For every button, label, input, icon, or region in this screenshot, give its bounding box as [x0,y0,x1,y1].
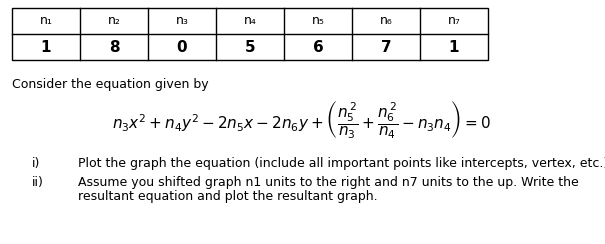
Text: 6: 6 [313,40,324,54]
Text: Plot the graph the equation (include all important points like intercepts, verte: Plot the graph the equation (include all… [78,157,605,170]
Text: 7: 7 [381,40,391,54]
Text: n₂: n₂ [108,14,120,28]
Text: n₆: n₆ [379,14,393,28]
Text: Consider the equation given by: Consider the equation given by [12,78,209,91]
Text: n₁: n₁ [39,14,53,28]
Text: n₇: n₇ [448,14,460,28]
Text: n₃: n₃ [175,14,188,28]
Text: n₅: n₅ [312,14,324,28]
Text: 1: 1 [449,40,459,54]
Text: $n_3x^2 + n_4y^2 - 2n_5x - 2n_6y + \left(\dfrac{n_5^{\,2}}{n_3} + \dfrac{n_6^{\,: $n_3x^2 + n_4y^2 - 2n_5x - 2n_6y + \left… [113,100,492,141]
Text: 0: 0 [177,40,188,54]
Text: n₄: n₄ [244,14,257,28]
Text: ii): ii) [32,176,44,189]
Text: Assume you shifted graph n1 units to the right and n7 units to the up. Write the: Assume you shifted graph n1 units to the… [78,176,579,189]
Text: i): i) [32,157,41,170]
Text: 5: 5 [244,40,255,54]
Text: resultant equation and plot the resultant graph.: resultant equation and plot the resultan… [78,190,378,203]
Bar [12,8,488,60]
Text: 8: 8 [109,40,119,54]
Text: 1: 1 [41,40,51,54]
